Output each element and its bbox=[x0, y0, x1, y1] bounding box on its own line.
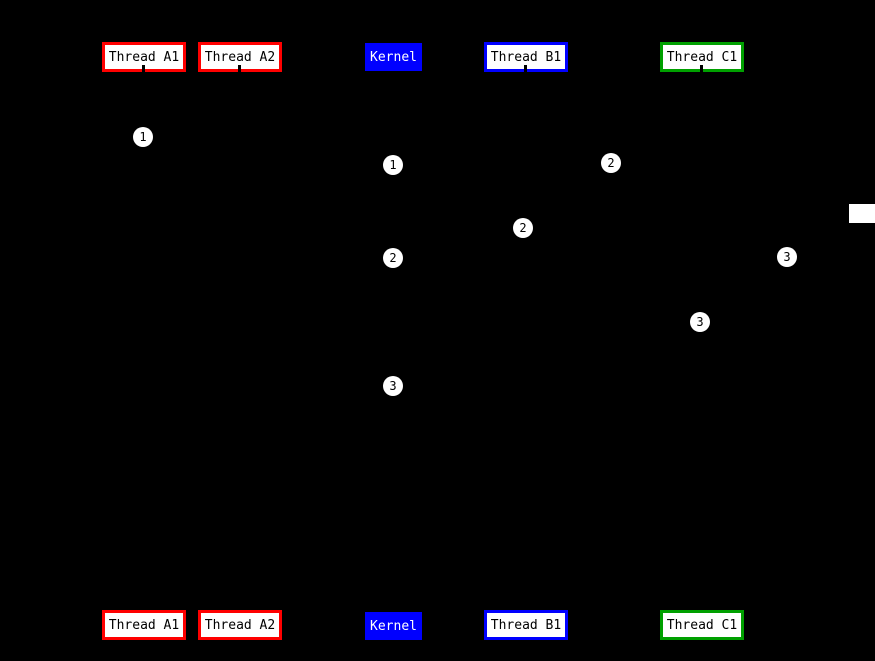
actor-bottom-thread-b1: Thread B1 bbox=[484, 610, 568, 640]
step-marker-2: 2 bbox=[513, 218, 533, 238]
actor-label: Thread A1 bbox=[108, 49, 180, 65]
actor-bottom-thread-a1: Thread A1 bbox=[102, 610, 186, 640]
actor-label: Thread A1 bbox=[108, 617, 180, 633]
lifeline-notch bbox=[700, 605, 703, 614]
step-marker-1: 1 bbox=[133, 127, 153, 147]
lifeline-notch bbox=[142, 65, 145, 74]
actor-bottom-thread-c1: Thread C1 bbox=[660, 610, 744, 640]
actor-bottom-thread-a2: Thread A2 bbox=[198, 610, 282, 640]
actor-label: Kernel bbox=[370, 618, 417, 634]
actor-label: Thread A2 bbox=[204, 49, 276, 65]
actor-bottom-kernel: Kernel bbox=[365, 612, 422, 640]
lifeline-notch bbox=[700, 65, 703, 74]
step-marker-3: 3 bbox=[777, 247, 797, 267]
step-marker-3: 3 bbox=[690, 312, 710, 332]
lifeline-notch bbox=[524, 65, 527, 74]
actor-label: Thread C1 bbox=[666, 617, 738, 633]
step-marker-2: 2 bbox=[601, 153, 621, 173]
lifeline-notch bbox=[524, 605, 527, 614]
lifeline-notch bbox=[238, 605, 241, 614]
actor-label: Thread B1 bbox=[490, 49, 562, 65]
actor-label: Kernel bbox=[370, 49, 417, 65]
clipped-note-fragment bbox=[849, 204, 875, 223]
lifeline-notch bbox=[238, 65, 241, 74]
actor-label: Thread B1 bbox=[490, 617, 562, 633]
step-marker-2: 2 bbox=[383, 248, 403, 268]
actor-label: Thread A2 bbox=[204, 617, 276, 633]
step-marker-1: 1 bbox=[383, 155, 403, 175]
lifeline-notch bbox=[142, 605, 145, 614]
actor-top-kernel: Kernel bbox=[365, 43, 422, 71]
step-marker-3: 3 bbox=[383, 376, 403, 396]
actor-label: Thread C1 bbox=[666, 49, 738, 65]
